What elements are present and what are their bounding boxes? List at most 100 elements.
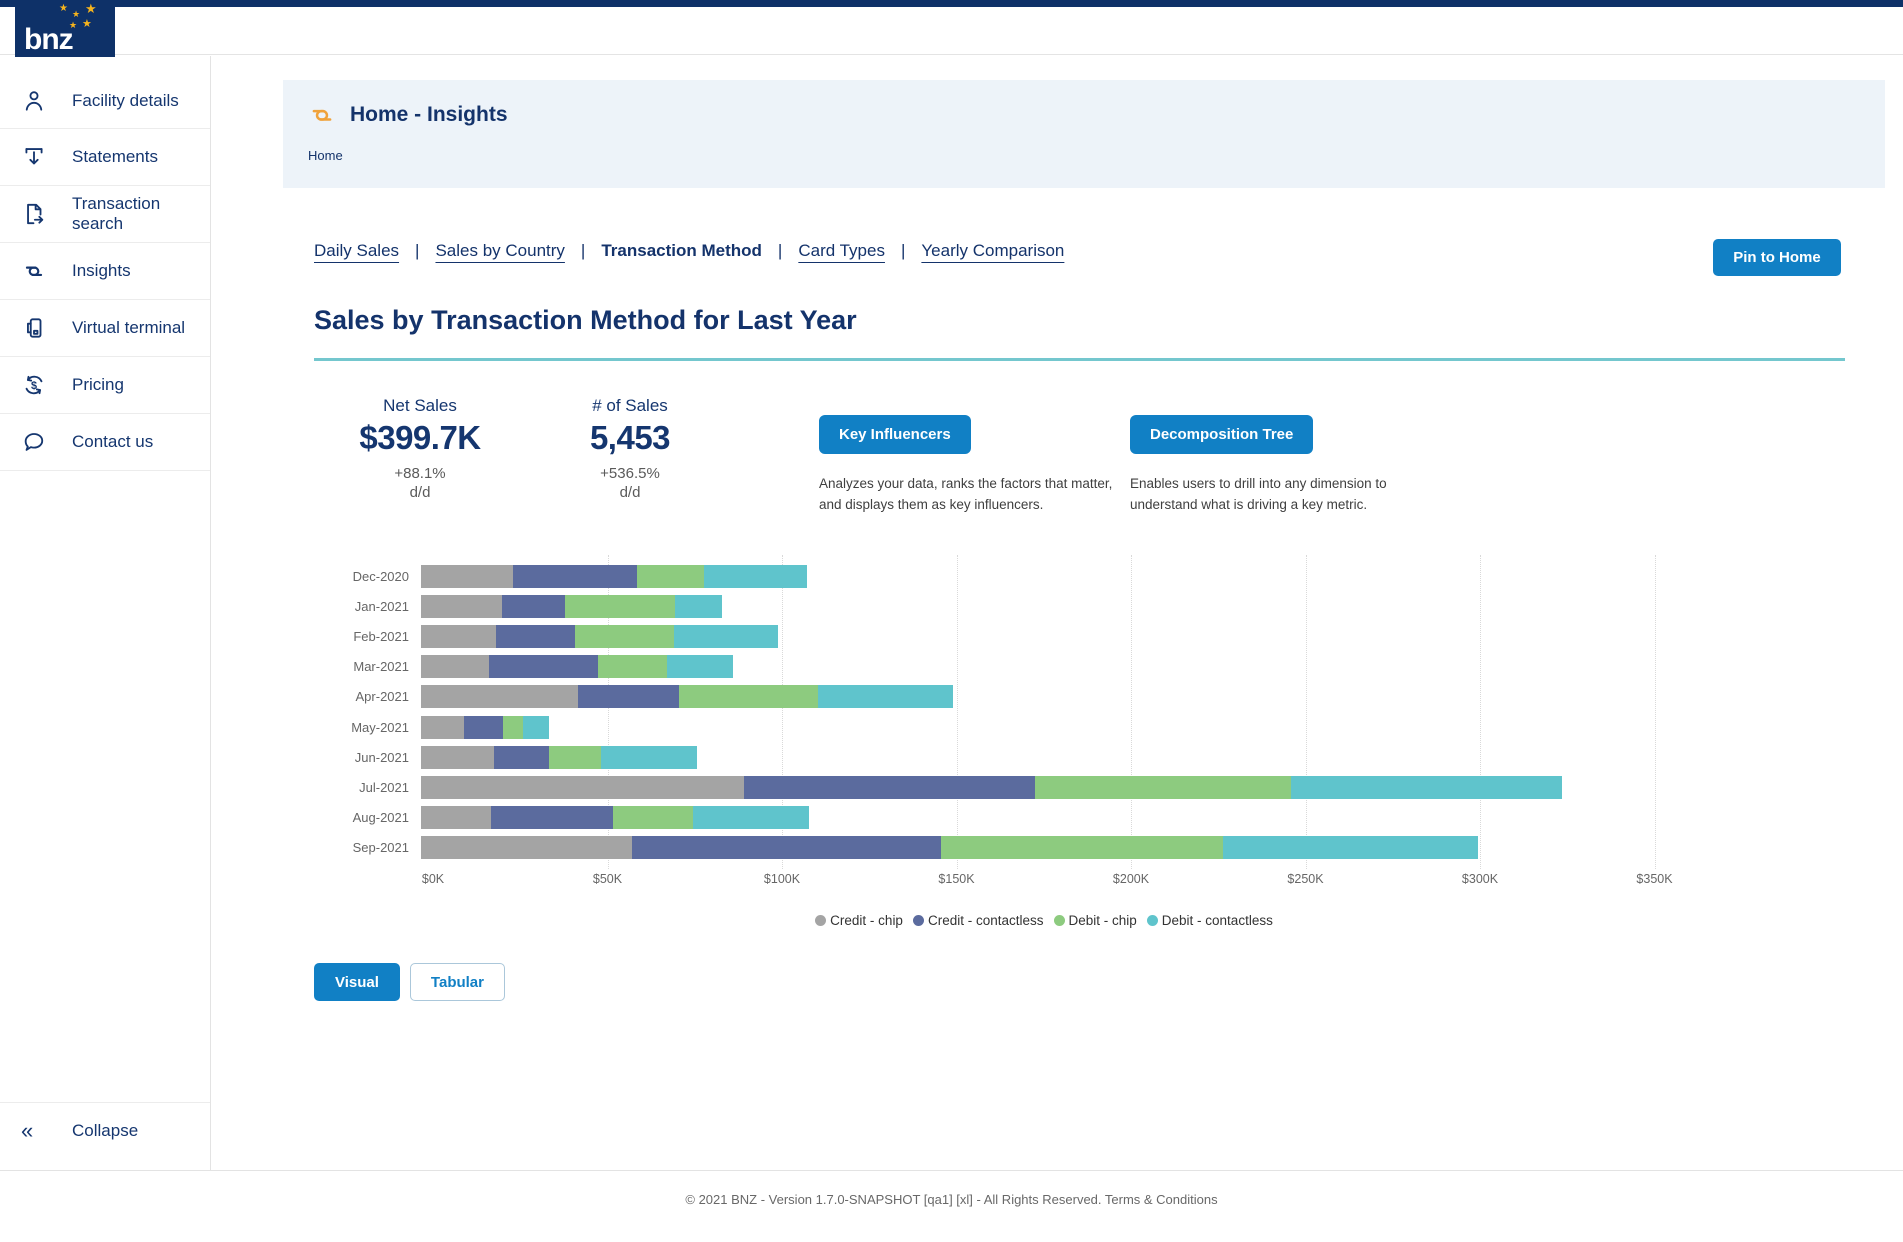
bar-segment-credit-contactless[interactable] [632, 836, 942, 860]
legend-swatch [912, 915, 924, 926]
bar-segment-debit-contactless[interactable] [601, 745, 698, 769]
decomposition-tree-button[interactable]: Decomposition Tree [1130, 415, 1314, 454]
sidebar-item-label: Pricing [72, 375, 124, 394]
sidebar-item-insights[interactable]: Insights [0, 243, 210, 300]
action-key-influencers: Key Influencers Analyzes your data, ranks… [819, 415, 1112, 515]
footer-terms-link[interactable]: Terms & Conditions [1104, 1192, 1218, 1207]
bar-segment-credit-chip[interactable] [421, 685, 579, 709]
bar-segment-debit-contactless[interactable] [704, 564, 807, 588]
bar-segment-debit-chip[interactable] [1035, 775, 1292, 799]
bar-segment-credit-chip[interactable] [421, 836, 633, 860]
bar-segment-credit-contactless[interactable] [578, 685, 680, 709]
key-influencers-button[interactable]: Key Influencers [819, 415, 971, 454]
sidebar-item-pricing[interactable]: $ Pricing [0, 357, 210, 414]
gridline [1131, 555, 1132, 869]
bar-segment-credit-chip[interactable] [421, 745, 494, 769]
chart-row-feb-2021: Feb-2021 [212, 621, 1903, 651]
legend-item-credit-contactless: Credit - contactless [912, 913, 1044, 928]
stacked-bar [421, 745, 698, 769]
bar-segment-credit-chip[interactable] [421, 655, 490, 679]
sidebar-item-statements[interactable]: Statements [0, 129, 210, 186]
bar-segment-debit-contactless[interactable] [674, 624, 778, 648]
bar-segment-credit-contactless[interactable] [463, 715, 504, 739]
pin-to-home-button[interactable]: Pin to Home [1713, 239, 1841, 276]
bar-segment-debit-chip[interactable] [503, 715, 523, 739]
bar-segment-credit-chip[interactable] [421, 564, 514, 588]
y-axis-label: Mar-2021 [353, 659, 409, 675]
gridline [1480, 555, 1481, 869]
transaction-method-chart: Dec-2020 Jan-2021 Feb-2021 Mar-2021 Apr-2021… [212, 555, 1903, 928]
bar-segment-debit-chip[interactable] [941, 836, 1223, 860]
bar-segment-debit-contactless[interactable] [674, 594, 722, 618]
x-axis-tick-label: $150K [938, 872, 975, 886]
sidebar-item-facility-details[interactable]: Facility details [0, 72, 210, 129]
tab-daily-sales[interactable]: Daily Sales [314, 241, 400, 260]
stacked-bar [421, 624, 778, 648]
bar-segment-credit-contactless[interactable] [491, 806, 613, 830]
bar-segment-debit-contactless[interactable] [667, 655, 733, 679]
bar-segment-debit-contactless[interactable] [1291, 775, 1562, 799]
sidebar-item-virtual-terminal[interactable]: Virtual terminal [0, 300, 210, 357]
tab-card-types[interactable]: Card Types [798, 241, 885, 260]
bar-segment-credit-contactless[interactable] [513, 564, 637, 588]
bar-segment-credit-chip[interactable] [421, 806, 492, 830]
pricing-icon: $ [21, 372, 47, 398]
kpi-label: Net Sales [383, 396, 457, 415]
visual-view-button[interactable]: Visual [314, 963, 400, 1001]
sidebar-item-label: Contact us [72, 432, 154, 451]
bar-segment-credit-contactless[interactable] [489, 655, 598, 679]
sidebar-item-label: Transaction search [72, 194, 161, 233]
legend-label: Debit - contactless [1161, 913, 1273, 928]
breadcrumb[interactable]: Home [308, 148, 343, 163]
chart-gridlines [433, 555, 1656, 869]
bar-segment-debit-contactless[interactable] [818, 685, 953, 709]
bnz-logo[interactable]: bnz ★ ★ ★ ★ ★ [15, 0, 115, 57]
bar-segment-credit-contactless[interactable] [495, 624, 575, 648]
bar-segment-credit-contactless[interactable] [744, 775, 1036, 799]
bar-segment-debit-chip[interactable] [679, 685, 819, 709]
tab-transaction-method[interactable]: Transaction Method [601, 241, 762, 260]
bar-segment-credit-contactless[interactable] [502, 594, 566, 618]
insights-icon [21, 258, 47, 284]
bar-segment-credit-chip[interactable] [421, 715, 464, 739]
kpi-delta: +536.5% [600, 465, 660, 482]
gridline [1305, 555, 1307, 869]
statements-download-icon [21, 144, 47, 170]
transaction-search-icon [21, 201, 47, 227]
sidebar-item-label: Facility details [72, 90, 179, 110]
tab-separator: | [900, 241, 906, 260]
bar-segment-debit-chip[interactable] [574, 624, 674, 648]
tab-sales-by-country[interactable]: Sales by Country [435, 241, 565, 260]
view-toggle: Visual Tabular [314, 963, 505, 1001]
bar-segment-credit-chip[interactable] [421, 624, 496, 648]
tab-yearly-comparison[interactable]: Yearly Comparison [921, 241, 1065, 260]
bar-segment-debit-chip[interactable] [636, 564, 705, 588]
stacked-bar [421, 715, 550, 739]
y-axis-label: May-2021 [351, 719, 409, 735]
kpi--of-sales: # of Sales 5,453 +536.5% d/d [540, 396, 720, 502]
bar-segment-debit-contactless[interactable] [1222, 836, 1479, 860]
sidebar-item-transaction-search[interactable]: Transaction search [0, 186, 210, 243]
sidebar-item-label: Statements [72, 147, 158, 166]
sidebar-item-contact-us[interactable]: Contact us [0, 414, 210, 471]
bar-segment-credit-contactless[interactable] [493, 745, 550, 769]
chart-legend: Credit - chip Credit - contactless Debit -… [433, 913, 1655, 928]
bar-segment-debit-chip[interactable] [549, 745, 602, 769]
y-axis-label: Feb-2021 [353, 628, 409, 644]
bar-segment-debit-chip[interactable] [565, 594, 675, 618]
bar-segment-debit-chip[interactable] [597, 655, 668, 679]
bar-segment-debit-chip[interactable] [612, 806, 693, 830]
legend-item-debit-chip: Debit - chip [1053, 913, 1137, 928]
bar-segment-debit-contactless[interactable] [692, 806, 810, 830]
bar-segment-debit-contactless[interactable] [522, 715, 550, 739]
chart-row-apr-2021: Apr-2021 [212, 682, 1903, 712]
tabular-view-button[interactable]: Tabular [409, 963, 505, 1001]
legend-swatch [1146, 915, 1158, 926]
chart-row-may-2021: May-2021 [212, 712, 1903, 742]
tab-separator: | [415, 241, 420, 260]
bar-segment-credit-chip[interactable] [421, 775, 745, 799]
sidebar-collapse-button[interactable]: « Collapse [0, 1102, 210, 1159]
x-axis-tick-label: $50K [592, 872, 623, 886]
legend-item-credit-chip: Credit - chip [815, 913, 903, 928]
bar-segment-credit-chip[interactable] [421, 594, 503, 618]
